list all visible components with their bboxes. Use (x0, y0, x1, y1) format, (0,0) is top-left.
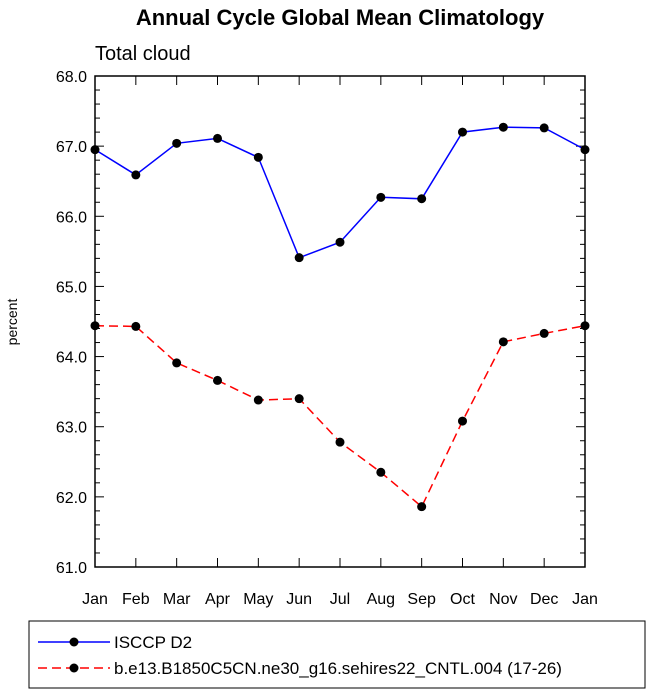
legend: ISCCP D2 b.e13.B1850C5CN.ne30_g16.sehires… (38, 633, 562, 678)
data-point (172, 358, 182, 368)
y-tick-label: 67.0 (56, 139, 87, 156)
data-point (294, 253, 304, 263)
x-tick-label: Sep (407, 591, 436, 608)
series-line-2 (94, 324, 586, 508)
x-tick-label: Nov (489, 591, 517, 608)
x-axis: Jan Feb Mar Apr May Jun Jul Aug Sep Oct Nov Dec Jan (82, 76, 598, 608)
data-point (376, 192, 386, 202)
data-point (294, 394, 304, 404)
data-point (335, 237, 345, 247)
x-tick-label: Apr (205, 591, 231, 608)
data-point (417, 502, 427, 512)
data-point (213, 375, 222, 385)
x-tick-label: Jul (330, 591, 350, 608)
data-point (90, 145, 100, 155)
data-point (580, 145, 590, 155)
x-tick-label: Dec (530, 591, 558, 608)
data-point (213, 133, 222, 143)
x-tick-label: May (243, 591, 273, 608)
legend-label-2: b.e13.B1850C5CN.ne30_g16.sehires22_CNTL.… (114, 659, 562, 678)
data-point (376, 467, 386, 477)
y-tick-label: 68.0 (56, 69, 87, 86)
data-point (131, 170, 141, 180)
data-point (539, 328, 549, 338)
data-point (458, 127, 467, 137)
y-axis-label: percent (4, 299, 20, 346)
x-tick-label: Jun (286, 591, 312, 608)
legend-label-1: ISCCP D2 (114, 633, 192, 652)
data-point (498, 337, 508, 347)
y-tick-label: 65.0 (56, 279, 87, 296)
x-tick-label: Oct (450, 591, 475, 608)
legend-marker-1 (69, 637, 79, 647)
data-point (131, 321, 141, 331)
data-point (90, 321, 100, 331)
data-point (253, 395, 263, 405)
y-tick-label: 62.0 (56, 490, 87, 507)
y-tick-label: 61.0 (56, 560, 87, 577)
data-point (335, 437, 345, 447)
y-axis: 61.0 62.0 63.0 64.0 65.0 66.0 67.0 68.0 (56, 69, 585, 577)
chart-title: Annual Cycle Global Mean Climatology (136, 5, 545, 30)
data-point (539, 123, 549, 133)
y-tick-label: 64.0 (56, 350, 87, 367)
x-tick-label: Aug (367, 591, 395, 608)
x-tick-label: Jan (82, 591, 108, 608)
x-tick-label: Feb (122, 591, 150, 608)
chart-subtitle: Total cloud (95, 43, 191, 65)
legend-box (28, 620, 646, 689)
data-point (580, 321, 590, 331)
y-tick-label: 66.0 (56, 209, 87, 226)
series-layer (90, 122, 590, 512)
data-point (498, 122, 508, 132)
legend-marker-2 (69, 663, 79, 673)
data-point (417, 194, 427, 204)
x-tick-label: Mar (163, 591, 191, 608)
y-tick-label: 63.0 (56, 420, 87, 437)
data-point (172, 138, 182, 148)
data-point (253, 152, 263, 162)
data-point (458, 416, 467, 426)
x-tick-label: Jan (572, 591, 598, 608)
